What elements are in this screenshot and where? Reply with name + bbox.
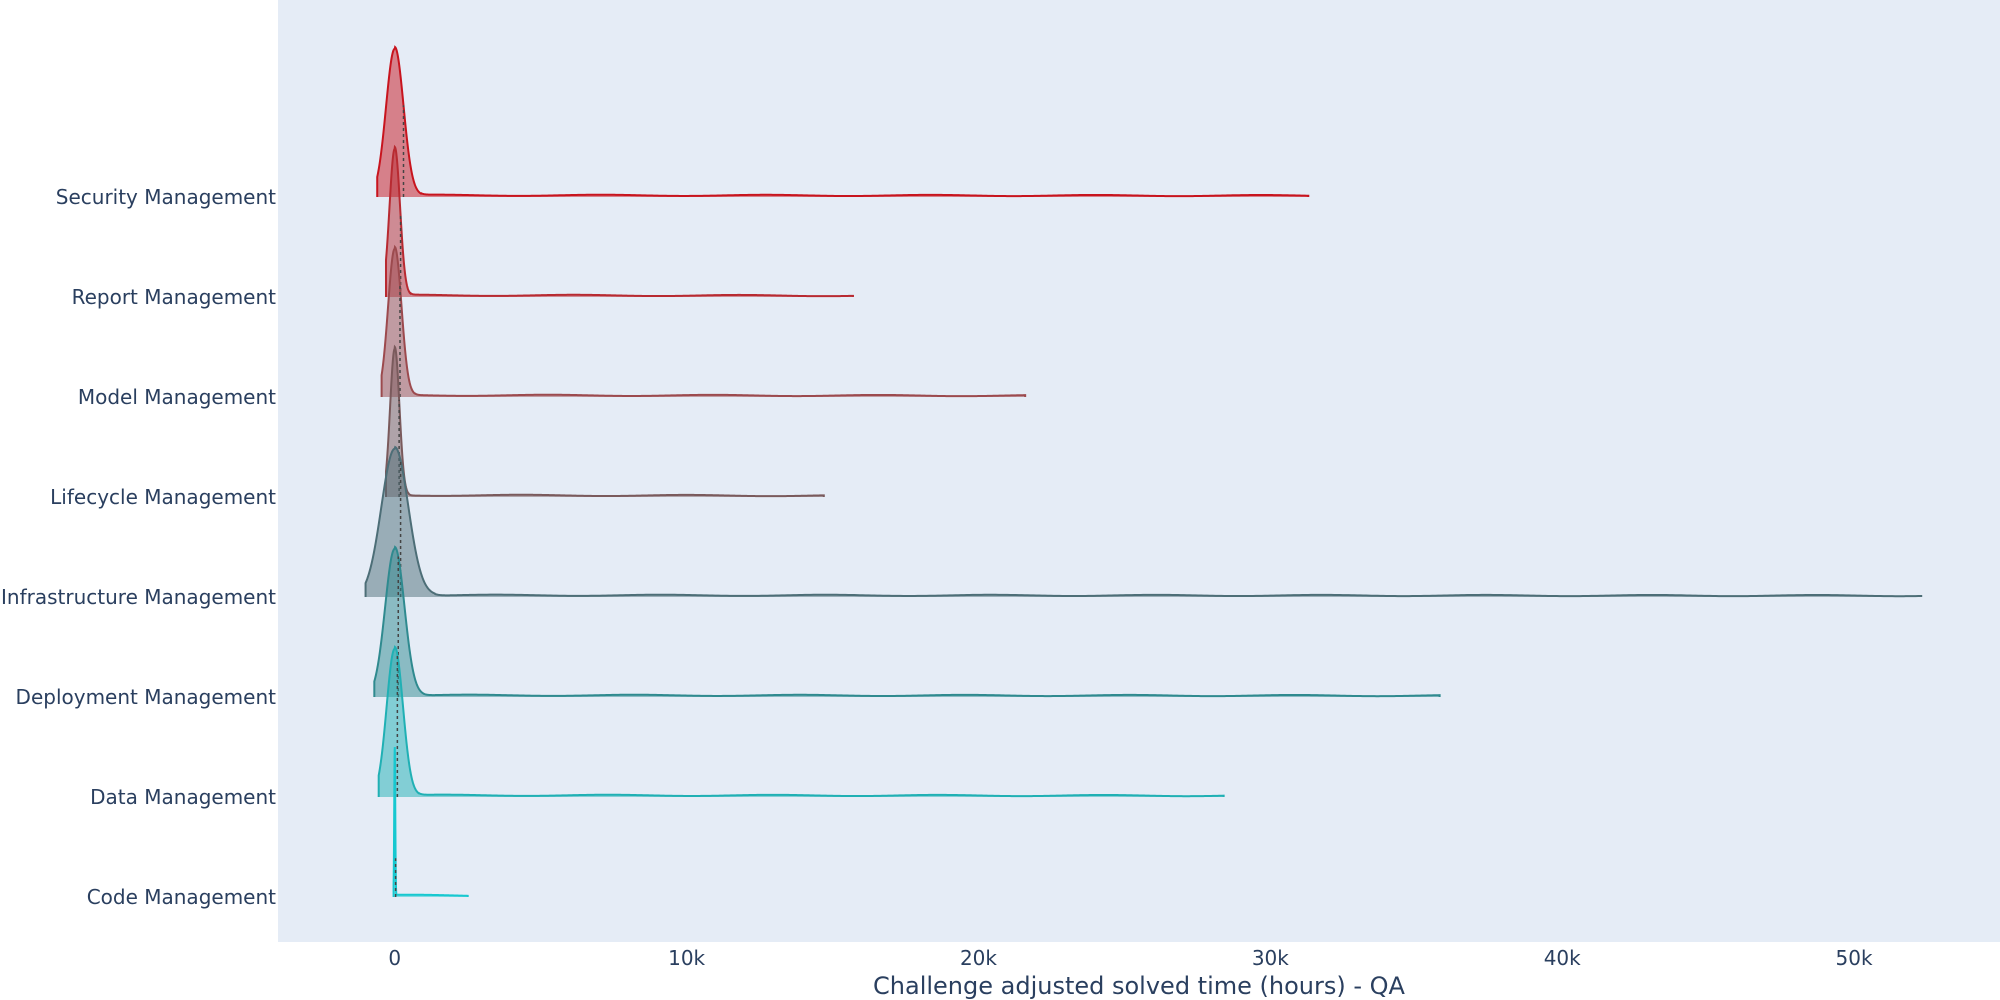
category-label: Lifecycle Management [50,485,276,509]
x-axis-ticks: 0 10k 20k 30k 40k 50k [388,946,1873,970]
ridge-infrastructure-management [364,445,1923,598]
ridge-line-infrastructure-management [364,445,1923,598]
x-tick-label: 30k [1252,946,1289,970]
ridge-line-data-management [377,645,1225,798]
ridge-code-management [392,747,469,897]
category-labels: Security Management Report Management Mode… [1,185,276,909]
ridge-line-deployment-management [373,545,1441,698]
ridge-lifecycle-management [384,344,825,498]
category-label: Code Management [87,885,276,909]
category-label: Infrastructure Management [1,585,276,609]
ridges-layer [364,45,1923,897]
plot-area [278,0,2000,942]
ridge-data-management [377,645,1225,798]
x-tick-label: 10k [668,946,705,970]
ridge-line-model-management [380,244,1027,398]
x-axis-title: Challenge adjusted solved time (hours) -… [873,972,1406,1000]
ridge-line-lifecycle-management [384,344,825,498]
ridge-line-security-management [376,45,1310,198]
ridge-deployment-management [373,545,1441,698]
category-label: Security Management [56,185,276,209]
category-label: Model Management [78,385,276,409]
ridge-security-management [376,45,1310,198]
category-label: Data Management [90,785,276,809]
ridge-model-management [380,244,1027,398]
category-label: Deployment Management [16,685,277,709]
x-tick-label: 20k [960,946,997,970]
x-tick-label: 50k [1836,946,1873,970]
x-tick-label: 40k [1544,946,1581,970]
category-label: Report Management [72,285,277,309]
ridge-line-report-management [384,144,854,298]
x-tick-label: 0 [388,946,401,970]
